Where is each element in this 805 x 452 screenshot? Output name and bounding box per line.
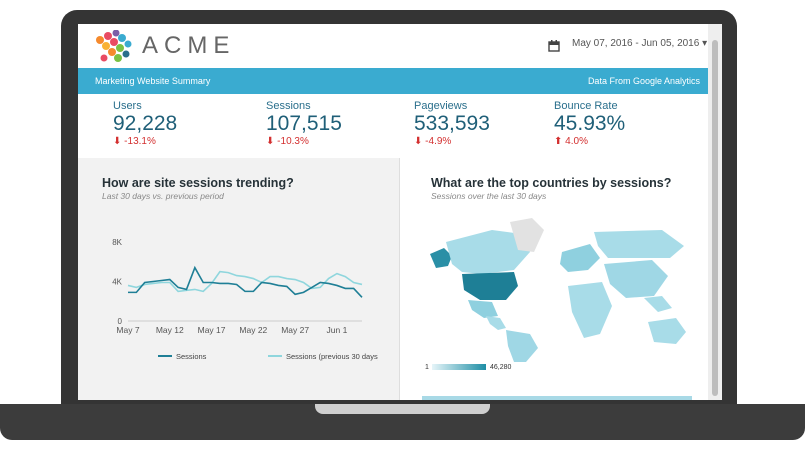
map-canada: [446, 230, 530, 274]
legend-label: Sessions (previous 30 days): [286, 352, 378, 361]
dashboard-screen: ACME May 07, 2016 - Jun 05, 2016 ▾ Marke…: [78, 24, 708, 400]
dashboard-header: ACME May 07, 2016 - Jun 05, 2016 ▾: [78, 24, 708, 68]
world-sessions-map[interactable]: [422, 212, 692, 362]
kpi-delta: ⬇ -10.3%: [266, 136, 309, 147]
calendar-icon[interactable]: [548, 40, 560, 52]
kpi-delta: ⬇ -13.1%: [113, 136, 156, 147]
sessions-series-line[interactable]: [128, 265, 363, 298]
map-usa: [462, 272, 518, 300]
kpi-value: 92,228: [113, 112, 178, 135]
map-panel-title: What are the top countries by sessions?: [431, 176, 672, 190]
map-greenland: [510, 218, 544, 252]
previous-sessions-series-line[interactable]: [127, 270, 363, 293]
kpi-bounce-rate: Bounce Rate 45.93% ⬆ 4.0%: [554, 100, 625, 148]
y-tick-label: 4K: [112, 278, 122, 287]
map-panel-subtitle: Sessions over the last 30 days: [431, 191, 547, 201]
map-bottom-strip: [422, 396, 692, 400]
acme-logo-icon: [96, 30, 132, 62]
kpi-pageviews: Pageviews 533,593 ⬇ -4.9%: [414, 100, 490, 148]
arrow-down-icon: ⬇: [266, 136, 278, 147]
y-tick-label: 8K: [112, 238, 122, 247]
map-scale-max: 46,280: [490, 364, 512, 371]
map-southeast-asia: [644, 296, 672, 312]
banner-title: Marketing Website Summary: [95, 76, 211, 86]
map-scale-min: 1: [425, 364, 429, 371]
y-tick-label: 0: [118, 317, 123, 326]
arrow-down-icon: ⬇: [113, 136, 125, 147]
trend-panel-title: How are site sessions trending?: [102, 176, 294, 190]
map-mexico: [468, 300, 498, 318]
banner-source: Data From Google Analytics: [587, 76, 700, 86]
kpi-row: Users 92,228 ⬇ -13.1% Sessions 107,515 ⬇…: [78, 94, 708, 158]
map-south-america: [506, 330, 538, 362]
x-tick-label: May 12: [156, 325, 184, 335]
date-range-selector[interactable]: May 07, 2016 - Jun 05, 2016 ▾: [572, 38, 708, 49]
map-color-scale: [432, 364, 486, 370]
map-central-america: [486, 316, 506, 330]
map-middle-east-asia: [604, 260, 668, 298]
trend-panel-subtitle: Last 30 days vs. previous period: [102, 191, 224, 201]
x-tick-label: May 7: [116, 325, 139, 335]
arrow-up-icon: ⬆: [554, 136, 566, 147]
kpi-value: 533,593: [414, 112, 490, 135]
kpi-delta: ⬆ 4.0%: [554, 136, 588, 147]
arrow-down-icon: ⬇: [414, 136, 426, 147]
kpi-value: 107,515: [266, 112, 342, 135]
laptop-notch: [315, 404, 490, 414]
kpi-label: Users: [113, 100, 142, 112]
map-australia: [648, 318, 686, 344]
panel-divider: [399, 158, 400, 400]
legend-label: Sessions: [176, 352, 207, 361]
x-tick-label: May 27: [281, 325, 309, 335]
brand-name: ACME: [142, 32, 236, 59]
sessions-trend-chart[interactable]: 0 4K 8K May 7 May 12 May 17 May 22 May 27 Jun 1 S…: [98, 224, 378, 369]
scroll-thumb[interactable]: [712, 40, 718, 396]
map-europe: [560, 244, 600, 272]
kpi-sessions: Sessions 107,515 ⬇ -10.3%: [266, 100, 342, 148]
kpi-label: Bounce Rate: [554, 100, 618, 112]
kpi-value: 45.93%: [554, 112, 626, 135]
kpi-label: Pageviews: [414, 100, 468, 112]
x-tick-label: Jun 1: [327, 325, 348, 335]
kpi-delta: ⬇ -4.9%: [414, 136, 452, 147]
report-banner: Marketing Website Summary Data From Goog…: [78, 68, 708, 94]
kpi-users: Users 92,228 ⬇ -13.1%: [113, 100, 177, 148]
x-tick-label: May 22: [239, 325, 267, 335]
map-alaska: [430, 248, 452, 268]
kpi-label: Sessions: [266, 100, 311, 112]
map-africa: [568, 282, 612, 338]
map-russia: [594, 230, 684, 258]
x-tick-label: May 17: [198, 325, 226, 335]
